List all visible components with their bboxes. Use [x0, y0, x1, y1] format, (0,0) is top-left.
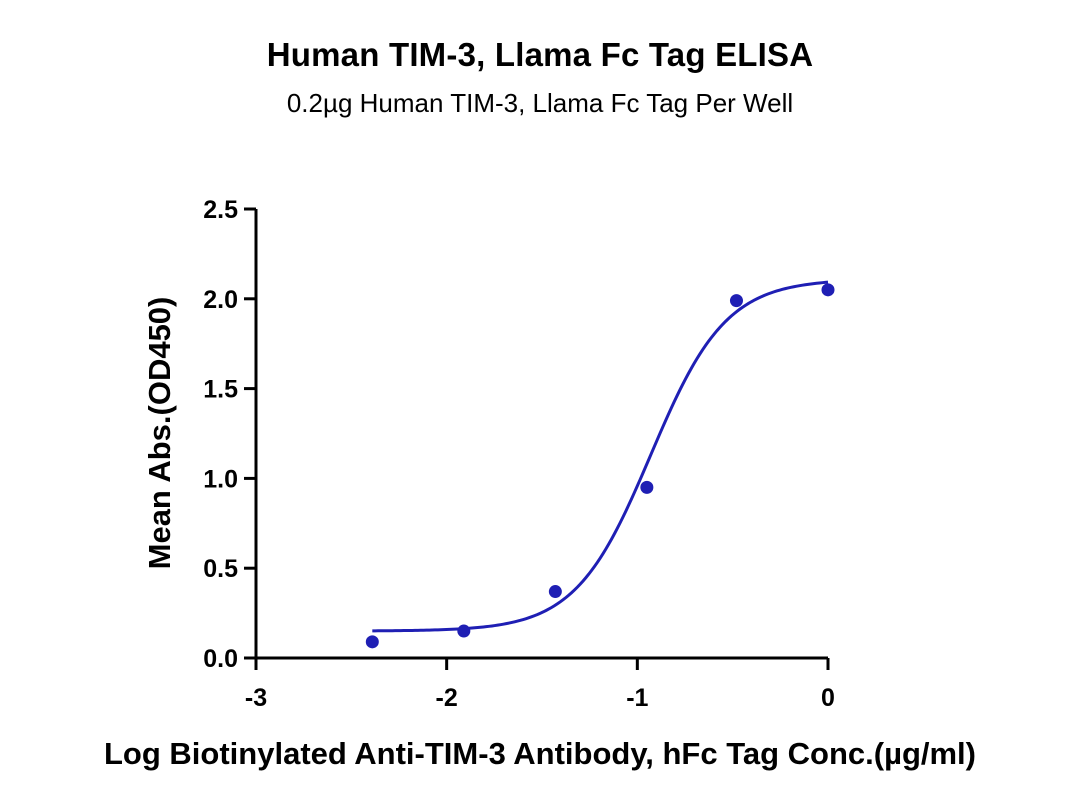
y-axis-title: Mean Abs.(OD450): [142, 297, 177, 570]
y-tick-label: 1.5: [203, 376, 238, 404]
y-tick-label: 2.5: [203, 196, 238, 224]
x-tick-label: -3: [245, 684, 267, 712]
data-point: [365, 635, 379, 649]
chart-subtitle: 0.2µg Human TIM-3, Llama Fc Tag Per Well: [286, 88, 794, 118]
data-point: [548, 585, 562, 599]
x-tick-label: 0: [821, 684, 835, 712]
data-point: [457, 624, 471, 638]
x-ticks: -3 -2 -1 0: [245, 658, 835, 712]
x-axis: -3 -2 -1 0: [245, 656, 835, 712]
y-axis: 0.0 0.5 1.0 1.5 2.0 2.5: [203, 196, 258, 673]
x-axis-title: Log Biotinylated Anti-TIM-3 Antibody, hF…: [104, 736, 976, 771]
fit-curve: [372, 280, 829, 633]
data-points: [365, 283, 835, 649]
x-tick-label: -2: [436, 684, 458, 712]
data-point: [640, 480, 654, 494]
data-point: [821, 283, 835, 297]
y-tick-label: 0.0: [203, 645, 238, 673]
chart-title: Human TIM-3, Llama Fc Tag ELISA: [266, 36, 814, 73]
y-tick-label: 0.5: [203, 555, 238, 583]
y-tick-label: 1.0: [203, 465, 238, 493]
fit-curve-group: [372, 280, 829, 633]
y-ticks: 0.0 0.5 1.0 1.5 2.0 2.5: [203, 196, 256, 673]
x-tick-label: -1: [626, 684, 648, 712]
data-point: [729, 294, 743, 308]
y-tick-label: 2.0: [203, 286, 238, 314]
